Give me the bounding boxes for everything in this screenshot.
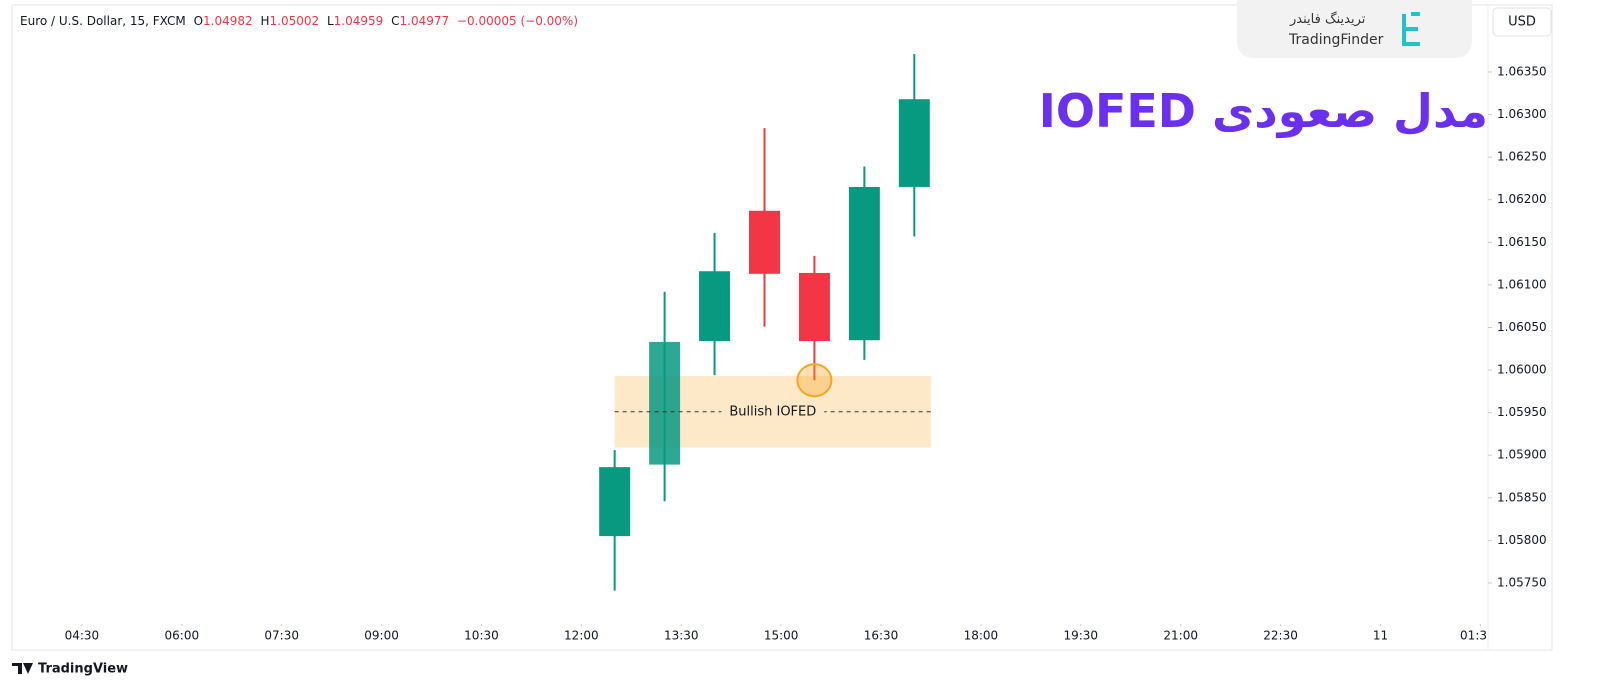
brand-en: TradingFinder <box>1289 32 1384 48</box>
candle-body <box>848 186 880 341</box>
zone-label-bg <box>721 402 825 422</box>
symbol: Euro / U.S. Dollar, 15, FXCM <box>20 14 186 28</box>
ohlc-key: L <box>327 14 334 28</box>
chart-title: مدل صعودی IOFED <box>1038 84 1488 138</box>
y-tick-label: 1.06100 <box>1497 277 1547 291</box>
y-tick-label: 1.06300 <box>1497 107 1547 121</box>
y-tick-label: 1.06200 <box>1497 192 1547 206</box>
logo-panel <box>1237 0 1472 58</box>
logo-icon <box>1402 12 1420 46</box>
y-tick-label: 1.05900 <box>1497 448 1547 462</box>
y-tick-label: 1.05750 <box>1497 575 1547 589</box>
y-tick-label: 1.06250 <box>1497 150 1547 164</box>
y-tick-label: 1.05800 <box>1497 533 1547 547</box>
x-tick-label: 15:00 <box>764 629 799 643</box>
x-tick-label: 09:00 <box>364 629 399 643</box>
x-tick-label: 07:30 <box>264 629 299 643</box>
y-tick-label: 1.05950 <box>1497 405 1547 419</box>
zone-label: Bullish IOFED <box>729 404 816 419</box>
y-tick-label: 1.06000 <box>1497 363 1547 377</box>
ohlc-value: 1.05002 <box>270 14 320 28</box>
candle-body <box>649 341 681 465</box>
candle-body <box>599 467 631 537</box>
x-tick-label: 21:00 <box>1163 629 1198 643</box>
tv-logo <box>12 663 33 674</box>
x-tick-label: 18:00 <box>964 629 999 643</box>
candle-body <box>798 272 830 342</box>
x-tick-label: 01:3 <box>1460 629 1487 643</box>
currency-button[interactable] <box>1492 7 1552 37</box>
header-line: Euro / U.S. Dollar, 15, FXCM O1.04982 H1… <box>20 14 578 28</box>
x-tick-label: 06:00 <box>165 629 200 643</box>
y-tick-label: 1.06350 <box>1497 64 1547 78</box>
footer-brand: TradingView <box>38 662 128 677</box>
currency: USD <box>1508 15 1536 30</box>
ohlc-key: O <box>194 14 203 28</box>
x-tick-label: 13:30 <box>664 629 699 643</box>
ohlc-key: C <box>391 14 399 28</box>
x-tick-label: 16:30 <box>864 629 899 643</box>
x-tick-label: 22:30 <box>1263 629 1298 643</box>
marker <box>796 363 833 398</box>
ohlc-key: H <box>261 14 270 28</box>
x-tick-label: 19:30 <box>1063 629 1098 643</box>
y-tick-label: 1.06050 <box>1497 320 1547 334</box>
ohlc-value: 1.04959 <box>334 14 384 28</box>
ohlc-value: 1.04982 <box>203 14 253 28</box>
y-tick-label: 1.05850 <box>1497 490 1547 504</box>
candle-body <box>749 210 780 274</box>
candle-body <box>898 99 930 187</box>
candle-body <box>699 271 731 342</box>
x-tick-label: 12:00 <box>564 629 599 643</box>
x-tick-label: 10:30 <box>464 629 499 643</box>
x-tick-label: 11 <box>1373 629 1388 643</box>
change: −0.00005 (−0.00%) <box>457 14 578 28</box>
x-tick-label: 04:30 <box>65 629 100 643</box>
brand-fa: تریدینگ فایندر <box>1290 12 1366 27</box>
y-tick-label: 1.06150 <box>1497 235 1547 249</box>
ohlc-value: 1.04977 <box>400 14 450 28</box>
chart-frame <box>11 4 1553 651</box>
